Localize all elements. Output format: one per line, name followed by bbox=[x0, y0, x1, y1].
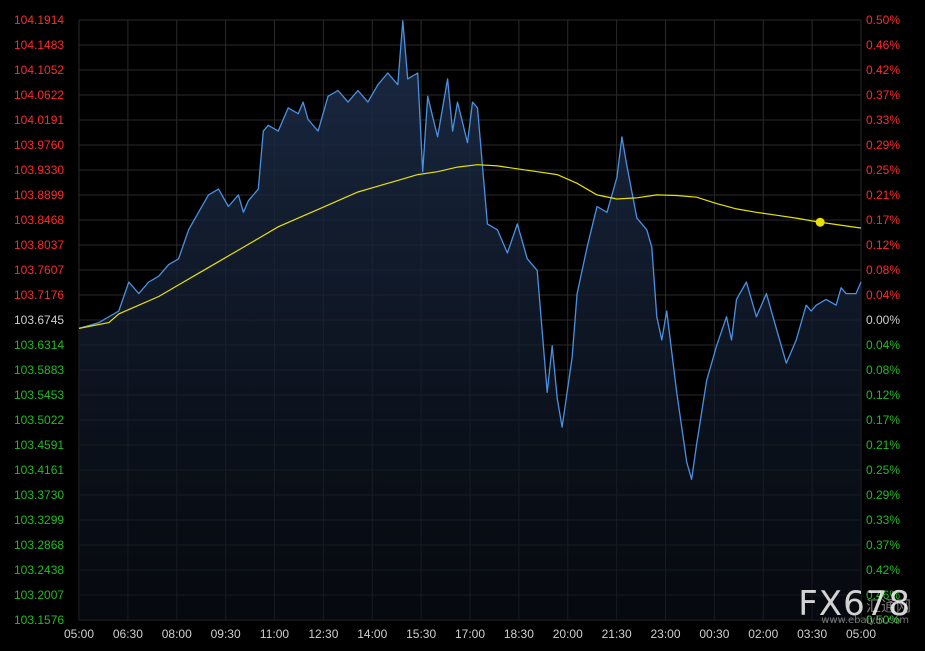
y-tick-percent-label: 0.04% bbox=[866, 338, 900, 352]
y-tick-percent-label: 0.25% bbox=[866, 163, 900, 177]
y-tick-percent-label: 0.04% bbox=[866, 288, 900, 302]
average-line bbox=[78, 164, 862, 329]
y-tick-price-label: 103.3299 bbox=[14, 513, 64, 527]
x-tick-time-label: 00:30 bbox=[699, 627, 729, 641]
y-tick-price-label: 103.2868 bbox=[14, 538, 64, 552]
y-tick-percent-label: 0.46% bbox=[866, 588, 900, 602]
y-tick-price-label: 104.1052 bbox=[14, 63, 64, 77]
y-tick-percent-label: 0.42% bbox=[866, 563, 900, 577]
y-tick-price-label: 103.4591 bbox=[14, 438, 64, 452]
y-tick-price-label: 103.3730 bbox=[14, 488, 64, 502]
price-line bbox=[78, 20, 862, 480]
y-axis-percent-labels: 0.50% 0.46% 0.42% 0.37% 0.33% 0.29% 0.25% 0.21%… bbox=[866, 13, 900, 627]
y-tick-percent-label: 0.21% bbox=[866, 188, 900, 202]
y-tick-percent-label: 0.46% bbox=[866, 38, 900, 52]
y-tick-price-label: 104.1914 bbox=[14, 13, 64, 27]
y-tick-percent-label: 0.42% bbox=[866, 63, 900, 77]
price-area bbox=[79, 20, 861, 621]
y-tick-price-label: 103.2007 bbox=[14, 588, 64, 602]
y-tick-percent-label: 0.37% bbox=[866, 538, 900, 552]
y-tick-price-label: 104.0191 bbox=[14, 113, 64, 127]
y-tick-price-label: 103.2438 bbox=[14, 563, 64, 577]
y-tick-price-label: 103.1576 bbox=[14, 613, 64, 627]
y-tick-price-label: 104.0622 bbox=[14, 88, 64, 102]
y-tick-price-label: 103.6745 bbox=[14, 313, 64, 327]
y-tick-price-label: 103.7176 bbox=[14, 288, 64, 302]
price-area-fill bbox=[79, 20, 861, 621]
y-tick-price-label: 104.1483 bbox=[14, 38, 64, 52]
x-tick-time-label: 02:00 bbox=[748, 627, 778, 641]
y-tick-percent-label: 0.29% bbox=[866, 138, 900, 152]
x-axis-time-labels: 05:00 06:30 08:00 09:30 11:00 12:30 14:00 15:30… bbox=[64, 627, 876, 641]
y-tick-percent-label: 0.17% bbox=[866, 413, 900, 427]
y-tick-percent-label: 0.29% bbox=[866, 488, 900, 502]
y-tick-percent-label: 0.33% bbox=[866, 513, 900, 527]
y-tick-percent-label: 0.37% bbox=[866, 88, 900, 102]
y-tick-price-label: 103.9760 bbox=[14, 138, 64, 152]
y-tick-percent-label: 0.50% bbox=[866, 13, 900, 27]
y-tick-price-label: 103.4161 bbox=[14, 463, 64, 477]
y-tick-percent-label: 0.17% bbox=[866, 213, 900, 227]
y-tick-percent-label: 0.12% bbox=[866, 388, 900, 402]
y-tick-price-label: 103.5022 bbox=[14, 413, 64, 427]
y-tick-percent-label: 0.25% bbox=[866, 463, 900, 477]
y-tick-price-label: 103.8037 bbox=[14, 238, 64, 252]
y-tick-percent-label: 0.08% bbox=[866, 363, 900, 377]
x-tick-time-label: 14:00 bbox=[357, 627, 387, 641]
y-tick-price-label: 103.8899 bbox=[14, 188, 64, 202]
y-tick-price-label: 103.5453 bbox=[14, 388, 64, 402]
y-tick-price-label: 103.9330 bbox=[14, 163, 64, 177]
x-tick-time-label: 03:30 bbox=[797, 627, 827, 641]
x-tick-time-label: 23:00 bbox=[650, 627, 680, 641]
y-tick-percent-label: 0.33% bbox=[866, 113, 900, 127]
x-tick-time-label: 05:00 bbox=[846, 627, 876, 641]
y-tick-percent-label: 0.50% bbox=[866, 613, 900, 627]
x-tick-time-label: 18:30 bbox=[504, 627, 534, 641]
y-tick-price-label: 103.8468 bbox=[14, 213, 64, 227]
x-tick-time-label: 05:00 bbox=[64, 627, 94, 641]
x-tick-time-label: 21:30 bbox=[602, 627, 632, 641]
x-tick-time-label: 12:30 bbox=[308, 627, 338, 641]
x-tick-time-label: 06:30 bbox=[113, 627, 143, 641]
average-marker-dot bbox=[815, 217, 825, 227]
x-tick-time-label: 17:00 bbox=[455, 627, 485, 641]
y-tick-percent-label: 0.08% bbox=[866, 263, 900, 277]
y-tick-percent-label: 0.00% bbox=[866, 313, 900, 327]
y-axis-price-labels: 104.1914 104.1483 104.1052 104.0622 104.0191… bbox=[14, 13, 64, 627]
x-tick-time-label: 20:00 bbox=[553, 627, 583, 641]
x-tick-time-label: 15:30 bbox=[406, 627, 436, 641]
series-lines bbox=[78, 20, 862, 480]
x-tick-time-label: 09:30 bbox=[211, 627, 241, 641]
y-tick-price-label: 103.5883 bbox=[14, 363, 64, 377]
y-tick-percent-label: 0.21% bbox=[866, 438, 900, 452]
x-tick-time-label: 08:00 bbox=[162, 627, 192, 641]
y-tick-percent-label: 0.12% bbox=[866, 238, 900, 252]
y-tick-price-label: 103.7607 bbox=[14, 263, 64, 277]
y-tick-price-label: 103.6314 bbox=[14, 338, 64, 352]
x-tick-time-label: 11:00 bbox=[260, 627, 289, 641]
